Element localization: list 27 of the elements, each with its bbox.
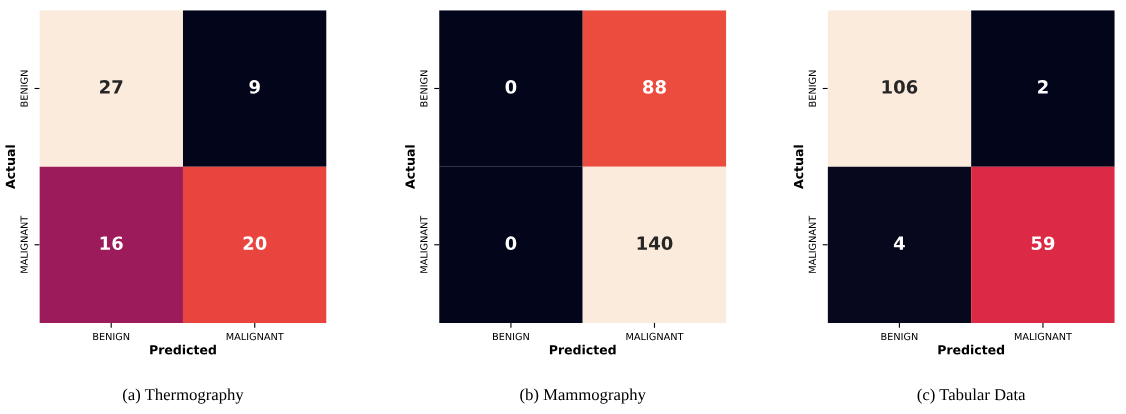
x-tick-label: MALIGNANT: [226, 332, 284, 341]
y-axis-title: Actual: [5, 145, 16, 189]
data-label: 20: [243, 236, 267, 251]
data-label: 9: [249, 80, 260, 94]
x-tick-label: BENIGN: [93, 332, 130, 341]
data-label: 106: [882, 80, 918, 94]
data-label: 16: [100, 236, 123, 251]
data-label: 0: [505, 80, 517, 94]
x-tick-label: MALIGNANT: [626, 332, 684, 341]
text: (b) Mammography: [520, 388, 646, 404]
x-tick-label: BENIGN: [881, 332, 918, 341]
x-axis-title: Predicted: [938, 344, 1005, 355]
data-label: 59: [1031, 236, 1055, 251]
data-label: 88: [643, 80, 666, 94]
data-label: 140: [637, 236, 673, 251]
data-label: 4: [893, 236, 905, 250]
data-label: 2: [1038, 80, 1048, 94]
x-tick-label: BENIGN: [493, 332, 529, 341]
x-tick-label: MALIGNANT: [1014, 332, 1072, 341]
x-axis-title: Predicted: [150, 344, 216, 355]
x-axis-title: Predicted: [549, 344, 616, 355]
y-axis-title: Actual: [793, 145, 804, 189]
data-label: 0: [505, 236, 517, 251]
text: (c) Tabular Data: [917, 388, 1026, 404]
y-axis-title: Actual: [405, 145, 415, 189]
data-label: 27: [100, 80, 123, 94]
text: (a) Thermography: [123, 388, 244, 404]
